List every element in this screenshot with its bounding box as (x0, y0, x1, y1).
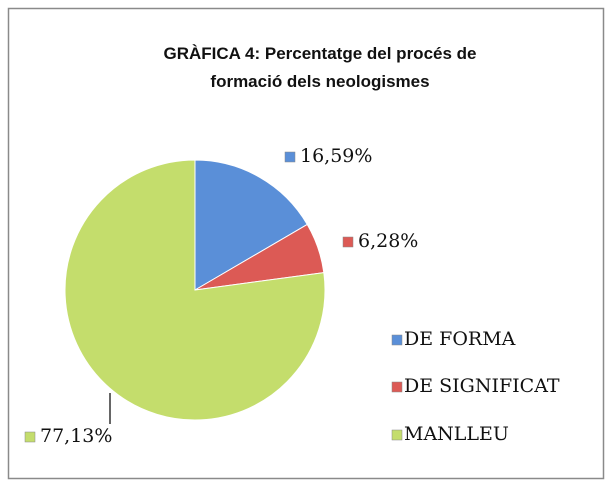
data-label: 16,59% (300, 145, 372, 167)
legend-marker (391, 429, 403, 441)
legend-label: MANLLEU (404, 423, 509, 445)
label-marker (342, 236, 354, 248)
legend-label: DE FORMA (404, 328, 516, 350)
legend-marker (391, 334, 403, 346)
label-marker (284, 151, 296, 163)
data-label: 77,13% (40, 425, 112, 447)
legend-label: DE SIGNIFICAT (404, 375, 560, 397)
data-label: 6,28% (358, 230, 418, 252)
chart-title: GRÀFICA 4: Percentatge del procés de for… (163, 44, 477, 91)
pie-slice (194, 159, 308, 291)
legend-marker (391, 381, 403, 393)
pie-slice (64, 159, 326, 421)
label-marker (24, 431, 36, 443)
